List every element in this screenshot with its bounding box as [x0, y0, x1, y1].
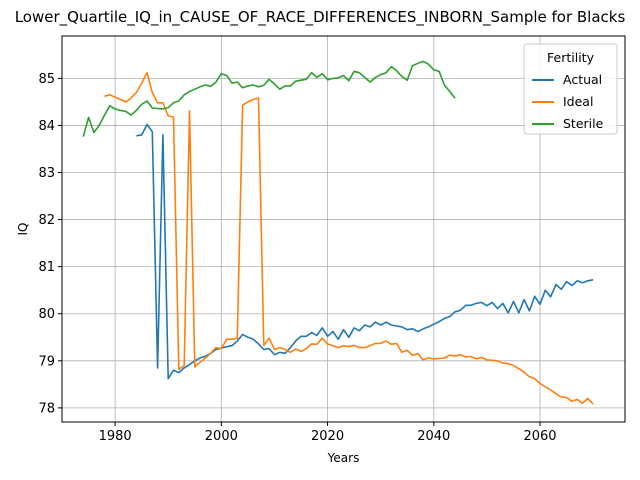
series-line-sterile [82, 60, 456, 137]
y-tick-label: 84 [38, 119, 55, 134]
x-tick-label: 2040 [417, 429, 450, 444]
series-line-ideal [104, 71, 594, 405]
plot-area-frame [61, 35, 626, 423]
chart-title: Lower_Quartile_IQ_in_CAUSE_OF_RACE_DIFFE… [15, 8, 626, 27]
legend-label-sterile: Sterile [563, 116, 604, 131]
legend-title: Fertility [547, 50, 595, 65]
y-tick-label: 78 [38, 401, 55, 416]
x-axis-label: Years [327, 451, 360, 465]
y-axis-label: IQ [16, 223, 30, 236]
y-tick-label: 82 [38, 213, 55, 228]
legend-label-ideal: Ideal [563, 94, 593, 109]
legend: Fertility Actual Ideal Sterile [523, 43, 618, 135]
y-axis: 78 79 80 81 82 83 84 85 [38, 72, 62, 416]
y-tick-label: 81 [38, 260, 55, 275]
series-lines [82, 60, 594, 405]
y-tick-label: 85 [38, 72, 55, 87]
x-axis: 1980 2000 2020 2040 2060 [99, 422, 557, 444]
legend-label-actual: Actual [563, 72, 602, 87]
y-tick-label: 80 [38, 307, 55, 322]
x-tick-label: 2020 [311, 429, 344, 444]
x-tick-label: 2000 [205, 429, 238, 444]
y-tick-label: 83 [38, 166, 55, 181]
y-tick-label: 79 [38, 354, 55, 369]
x-tick-label: 1980 [99, 429, 132, 444]
x-tick-label: 2060 [523, 429, 556, 444]
legend-box [523, 43, 618, 135]
